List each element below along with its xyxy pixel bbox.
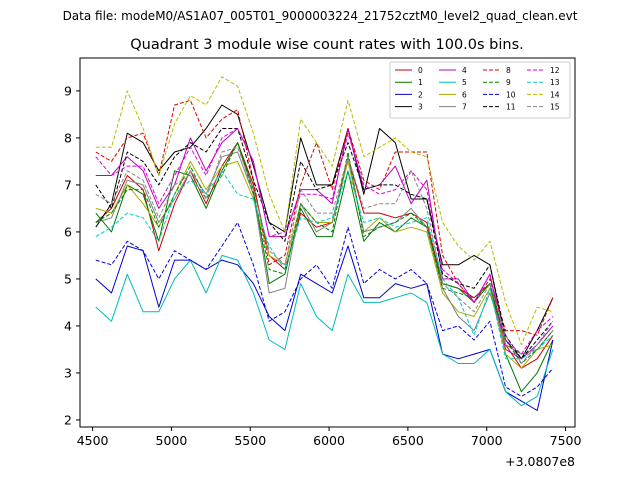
legend-label-11: 11 [506, 103, 516, 112]
series-line-13 [95, 170, 554, 360]
series-line-7 [95, 151, 554, 355]
y-tick-label: 7 [64, 177, 72, 192]
x-tick-label: 7500 [550, 433, 582, 448]
legend-label-9: 9 [506, 78, 511, 87]
series-line-12 [95, 128, 554, 355]
y-tick-label: 5 [64, 271, 72, 286]
series-line-11 [95, 128, 554, 360]
x-tick-label: 4500 [77, 433, 109, 448]
series-line-3 [95, 104, 554, 360]
x-tick-label: 5000 [156, 433, 188, 448]
figure-suptitle: Data file: modeM0/AS1A07_005T01_90000032… [63, 9, 578, 23]
series-line-5 [95, 254, 554, 407]
x-axis: 4500 5000 5500 6000 6500 7000 7500 [77, 427, 582, 448]
legend-label-2: 2 [418, 90, 423, 99]
legend-label-12: 12 [550, 66, 560, 75]
series-layer [95, 76, 554, 411]
series-line-15 [95, 146, 554, 364]
y-tick-label: 6 [64, 224, 72, 239]
y-tick-label: 8 [64, 130, 72, 145]
legend-label-0: 0 [418, 66, 423, 75]
x-tick-label: 6500 [392, 433, 424, 448]
legend-label-7: 7 [462, 103, 467, 112]
y-axis: 2 3 4 5 6 7 8 9 [64, 83, 80, 427]
legend-label-15: 15 [550, 103, 560, 112]
plot-frame [79, 57, 576, 428]
legend-label-4: 4 [462, 66, 467, 75]
series-line-9 [95, 142, 554, 364]
x-tick-label: 5500 [234, 433, 266, 448]
legend-label-13: 13 [550, 78, 560, 87]
x-offset-label: +3.0807e8 [505, 454, 575, 469]
y-tick-label: 9 [64, 83, 72, 98]
chart-title: Quadrant 3 module wise count rates with … [130, 37, 524, 53]
legend-label-1: 1 [418, 78, 423, 87]
y-tick-label: 3 [64, 365, 72, 380]
series-line-10 [95, 222, 554, 397]
legend-label-3: 3 [418, 103, 423, 112]
x-tick-label: 6000 [313, 433, 345, 448]
legend-label-8: 8 [506, 66, 511, 75]
legend-label-5: 5 [462, 78, 467, 87]
y-tick-label: 4 [64, 318, 72, 333]
legend-label-6: 6 [462, 90, 467, 99]
x-tick-label: 7000 [471, 433, 503, 448]
legend-label-10: 10 [506, 90, 516, 99]
legend-box [389, 61, 571, 119]
legend-label-14: 14 [550, 90, 560, 99]
series-line-2 [95, 245, 554, 411]
y-tick-label: 2 [64, 412, 72, 427]
